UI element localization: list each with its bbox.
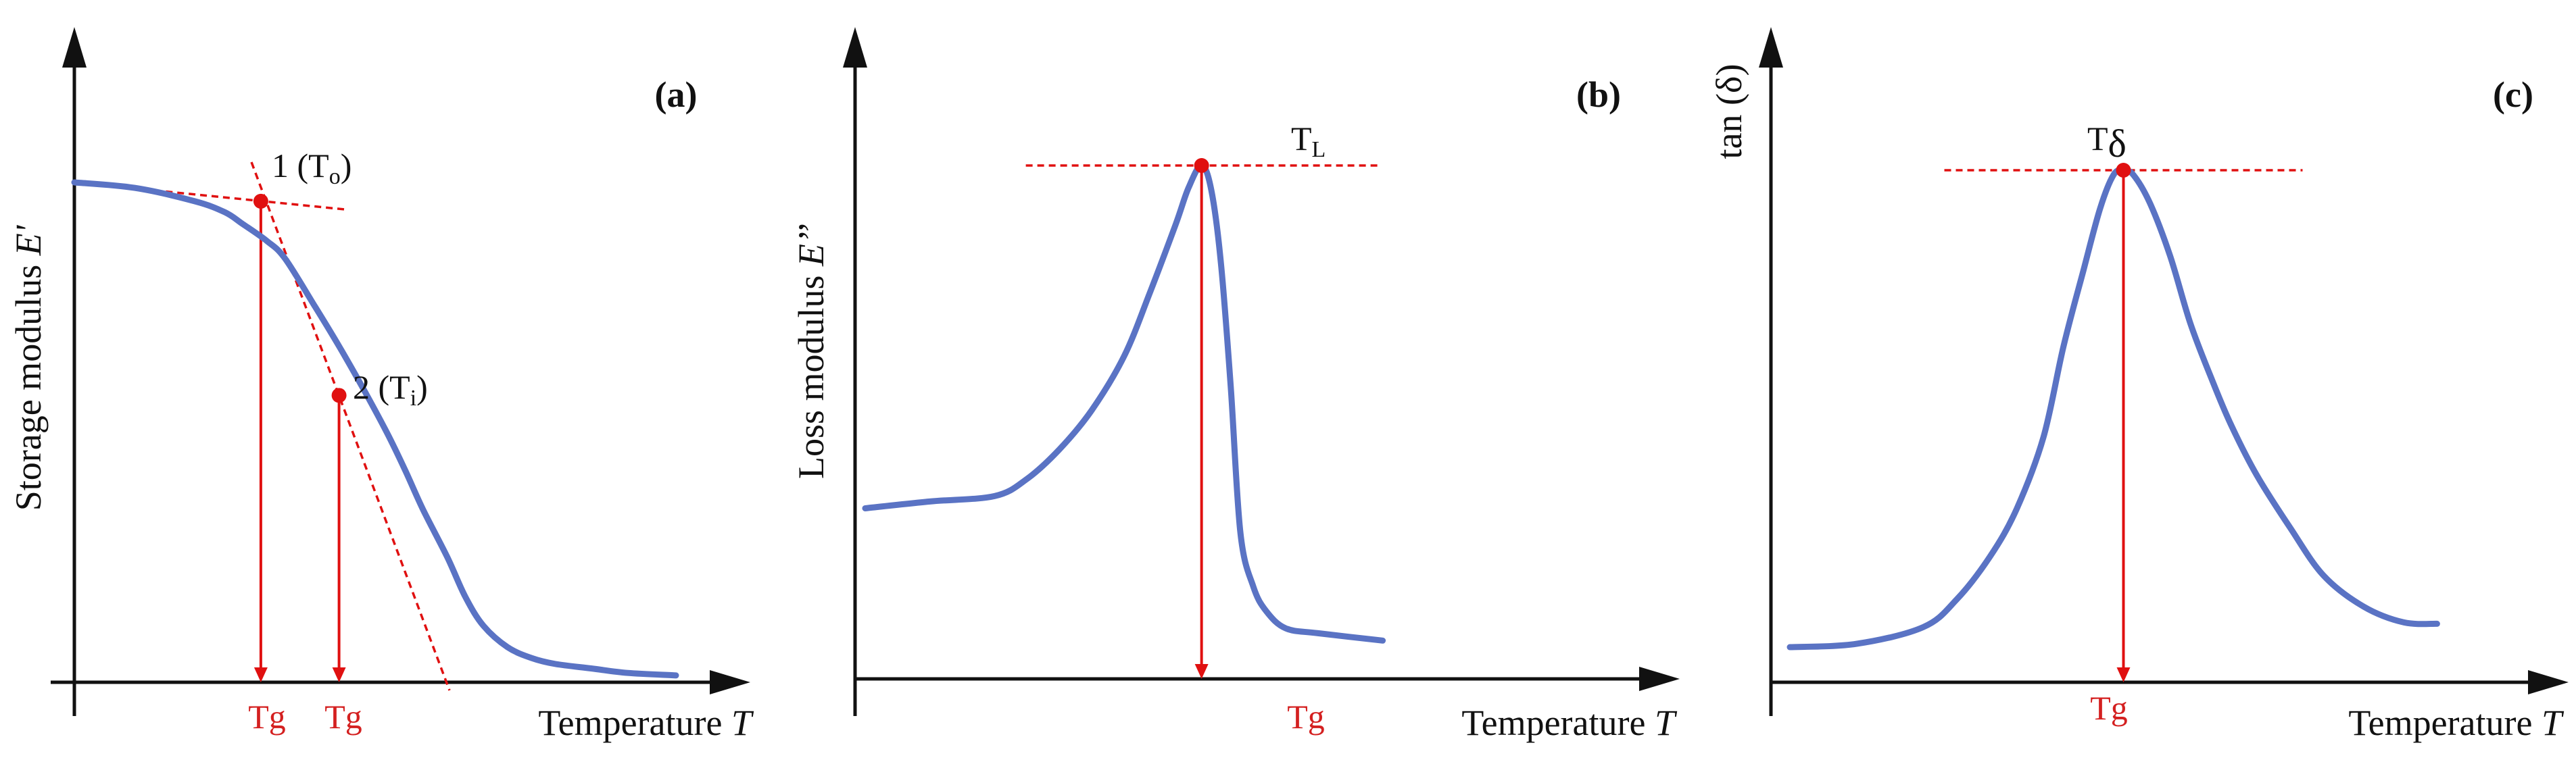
point-label-a2: 2 (Ti) [353, 368, 428, 411]
y-axis-arrow-c [1759, 27, 1783, 68]
x-axis-title-b-text: Temperature [1461, 703, 1655, 743]
point-label-a1-sub: o [329, 164, 341, 189]
panel-c: (c) Temperature T tan (δ) Tg Tδ [1709, 27, 2569, 743]
tg-label-a1: Tg [248, 698, 286, 736]
point-label-c: Tδ [2087, 120, 2127, 165]
tg-label-c: Tg [2090, 689, 2128, 727]
y-axis-title-b-var: E’’ [791, 224, 831, 267]
y-axis-title-b: Loss modulus E’’ [791, 224, 831, 479]
panel-label-a: (a) [655, 74, 698, 115]
x-axis-title-a-text: Temperature [538, 703, 731, 743]
x-axis-title-a-var: T [731, 703, 754, 743]
x-axis-title-c-var: T [2542, 703, 2565, 743]
point-label-a1-text: 1 (T [272, 147, 329, 184]
panel-b: (b) Temperature T Loss modulus E’’ Tg TL [791, 27, 1680, 743]
point-label-a2-sub: i [410, 386, 416, 411]
point-label-b: TL [1291, 120, 1326, 162]
tg-guides-a [253, 201, 346, 682]
point-label-a1-close: ) [341, 147, 352, 184]
tg-guide-b-head [1194, 664, 1209, 679]
tg-guide-a2-head [332, 667, 346, 682]
panel-label-b: (b) [1576, 74, 1621, 115]
tangent-lines-a [74, 161, 451, 691]
x-axis-arrow-b [1639, 667, 1680, 691]
y-axis-title-a-var: E' [8, 224, 49, 256]
tg-guides-c [2116, 170, 2131, 682]
marker-c1 [2116, 163, 2131, 178]
markers-a [253, 193, 347, 403]
point-label-a1: 1 (To) [272, 147, 351, 189]
series-line-tan-delta [1787, 167, 2440, 651]
point-label-c-text: T [2087, 120, 2108, 157]
markers-b [1194, 158, 1209, 173]
point-label-a2-close: ) [416, 368, 428, 406]
series-line-loss-modulus [862, 162, 1386, 644]
y-axis-title-c: tan (δ) [1709, 64, 1749, 159]
panel-label-c: (c) [2493, 74, 2533, 115]
point-label-a2-text: 2 (T [353, 368, 410, 406]
y-axis-title-a-text: Storage modulus [8, 255, 49, 511]
marker-a1 [253, 193, 268, 209]
tg-label-a2: Tg [324, 698, 362, 736]
x-axis-title-b-var: T [1655, 703, 1678, 743]
marker-a2 [331, 388, 347, 403]
x-axis-arrow-a [710, 670, 750, 694]
tg-guides-b [1194, 165, 1209, 679]
y-axis-title-a: Storage modulus E' [8, 224, 49, 511]
tg-guide-a1-head [253, 667, 268, 682]
x-axis-title-a: Temperature T [538, 703, 754, 743]
point-label-b-sub: L [1312, 137, 1326, 162]
y-axis-arrow-a [62, 27, 87, 68]
tg-label-b: Tg [1287, 698, 1325, 736]
x-axis-arrow-c [2528, 670, 2569, 694]
tangent-line-a2 [250, 161, 451, 691]
markers-c [2116, 163, 2131, 178]
tg-guide-c-head [2116, 667, 2131, 682]
marker-b1 [1194, 158, 1209, 173]
panel-a: (a) Temperature T Storage modulus E' Tg … [8, 27, 754, 743]
y-axis-arrow-b [843, 27, 867, 68]
x-axis-title-c-text: Temperature [2348, 703, 2542, 743]
point-label-b-text: T [1291, 120, 1312, 157]
y-axis-title-b-text: Loss modulus [791, 266, 831, 479]
x-axis-title-c: Temperature T [2348, 703, 2565, 743]
series-line-storage-modulus [71, 179, 679, 679]
x-axis-title-b: Temperature T [1461, 703, 1678, 743]
point-label-c-delta: δ [2108, 122, 2127, 165]
